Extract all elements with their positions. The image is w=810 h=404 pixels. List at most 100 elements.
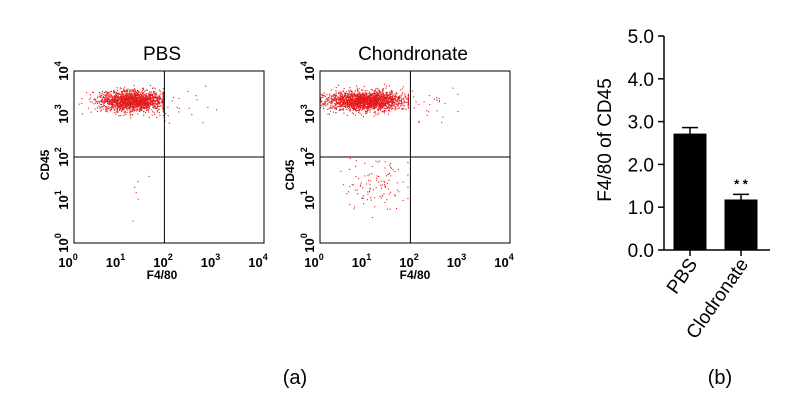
flow-dot [93, 103, 95, 105]
flow-dot [407, 105, 409, 107]
flow-dot [143, 92, 145, 94]
flow-dot [323, 100, 325, 103]
flow-dot [329, 97, 331, 99]
flow-dot [354, 100, 356, 102]
flow-dot [121, 96, 123, 98]
flow-dot [377, 93, 379, 95]
flow-dot [395, 95, 397, 97]
flow-dot [385, 98, 387, 100]
flow-dot [340, 97, 342, 99]
flow-dot [351, 105, 353, 107]
panel-label-b: (b) [708, 367, 732, 389]
flow-dot [396, 182, 398, 184]
flow-dot [162, 93, 164, 95]
flow-dot [322, 93, 324, 95]
flow-dot [124, 107, 126, 109]
flow-dot [116, 94, 118, 96]
flow-dot [383, 180, 385, 182]
flow-dot [334, 100, 336, 102]
flow-dot [162, 96, 164, 98]
flow-dot [154, 92, 156, 94]
flow-dot [103, 102, 105, 104]
flow-dot [357, 94, 359, 96]
flow-dot [351, 112, 353, 114]
flow-dot [158, 97, 160, 99]
flow-dot [114, 109, 116, 111]
flow-dot [158, 109, 160, 111]
flow-dot [363, 93, 365, 95]
flow-dot [125, 95, 127, 97]
flow-dot [345, 104, 347, 106]
flow-dot [110, 95, 112, 97]
flow-dot [130, 99, 132, 101]
flow-dot [392, 97, 394, 99]
flow-dot [337, 96, 339, 98]
flow-dot [154, 93, 156, 95]
flow-dot [391, 95, 394, 97]
flow-dot [152, 106, 154, 108]
flow-dot [339, 100, 341, 102]
flow-dot [371, 104, 373, 106]
flow-dot [335, 99, 338, 102]
flow-dot [426, 110, 428, 112]
flow-dot [370, 100, 372, 103]
flow-dot [111, 95, 113, 97]
flow-dot [400, 105, 402, 107]
flow-dot [342, 103, 344, 105]
flow-dot [153, 107, 155, 109]
flow-dot [114, 101, 116, 104]
flow-dot [360, 105, 362, 107]
flow-dot [356, 87, 358, 89]
flow-dot [378, 160, 380, 162]
flow-dot [150, 94, 152, 96]
flow-dot [352, 107, 354, 109]
flow-dot [146, 101, 148, 103]
flow-dot [154, 95, 156, 97]
flow-dot [397, 96, 399, 99]
flow-dot [341, 93, 343, 95]
flow-dot [112, 99, 114, 101]
flow-dot [373, 108, 376, 110]
flow-dot [366, 103, 368, 105]
flow-dot [134, 186, 136, 188]
flow-dot [362, 95, 364, 97]
flow-dot [375, 90, 377, 92]
flow-dot [348, 89, 350, 91]
flow-dot [136, 101, 138, 103]
flow-dot [335, 105, 337, 107]
flow-dot [361, 94, 363, 96]
flow-dot [376, 94, 378, 96]
significance-marker: * * [734, 176, 749, 191]
flow-dot [371, 104, 373, 106]
flow-dot [380, 108, 382, 110]
flow-dot [407, 97, 409, 99]
flow-dot [394, 99, 396, 101]
flow-dot [340, 104, 342, 107]
flow-dot [118, 93, 120, 95]
flow-dot [379, 109, 382, 111]
flow-dot [149, 101, 151, 103]
flow-dot [103, 100, 105, 102]
flow-dot [327, 104, 329, 106]
flow-dot [143, 94, 145, 96]
flow-dot [137, 105, 139, 107]
flow-dot [361, 99, 363, 101]
flow-dot [141, 102, 143, 104]
flow-dot [402, 98, 404, 100]
flow-dot [90, 97, 92, 99]
flow-dot [379, 195, 381, 198]
flow-dot [144, 101, 146, 103]
flow-dot [358, 109, 361, 111]
flow-dot [322, 103, 324, 105]
flow-dot [147, 102, 149, 104]
flow-dot [370, 93, 372, 95]
flow-dot [128, 90, 130, 92]
flow-dot [382, 104, 384, 106]
flow-dot [360, 97, 362, 99]
flow-dot [343, 98, 345, 100]
flow-dot [109, 109, 111, 111]
flow-dot [374, 98, 376, 100]
flow-dot [340, 91, 342, 93]
flow-dot [146, 95, 148, 97]
flow-dot [130, 117, 132, 119]
